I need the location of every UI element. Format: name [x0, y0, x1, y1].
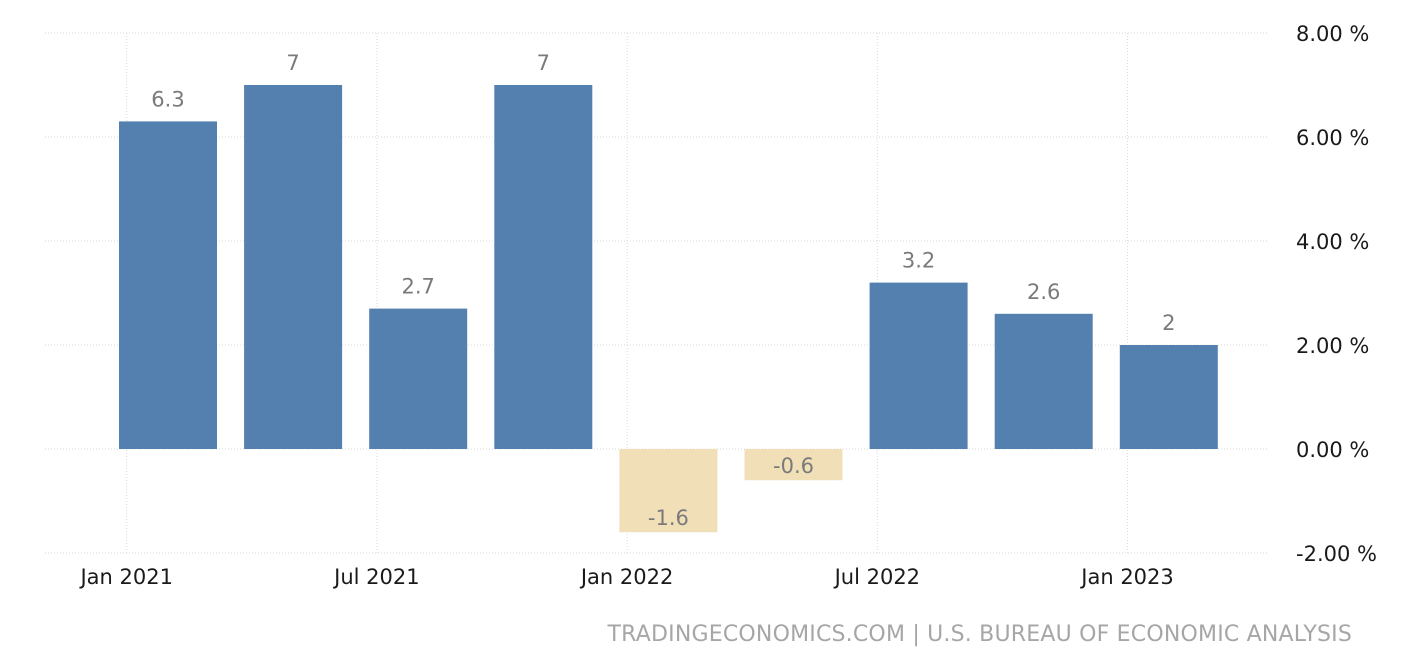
bar [994, 313, 1093, 449]
x-tick-label: Jan 2023 [1079, 565, 1174, 589]
bar [1119, 345, 1218, 449]
bar [494, 85, 593, 449]
bar-value-label: 2.6 [1027, 280, 1060, 304]
x-tick-label: Jul 2021 [332, 565, 419, 589]
y-tick-label: 2.00 % [1296, 334, 1369, 358]
x-tick-label: Jul 2022 [833, 565, 920, 589]
bar-value-label: 6.3 [151, 87, 184, 111]
y-tick-label: 6.00 % [1296, 126, 1369, 150]
bar-value-label: -0.6 [773, 454, 814, 478]
x-tick-label: Jan 2021 [78, 565, 173, 589]
y-tick-label: 8.00 % [1296, 22, 1369, 46]
bar-value-label: 3.2 [902, 249, 935, 273]
y-tick-label: -2.00 % [1296, 542, 1377, 566]
bar [744, 449, 843, 481]
y-tick-label: 4.00 % [1296, 230, 1369, 254]
bar [244, 85, 343, 449]
bar [869, 282, 968, 449]
bar-value-label: 2.7 [401, 275, 434, 299]
bar-value-label: 7 [537, 51, 550, 75]
bar [119, 121, 217, 450]
bar-value-label: -1.6 [648, 506, 689, 530]
bar-value-label: 2 [1162, 311, 1175, 335]
bar [619, 449, 718, 533]
source-attribution: TRADINGECONOMICS.COM | U.S. BUREAU OF EC… [607, 622, 1352, 647]
y-tick-label: 0.00 % [1296, 438, 1369, 462]
bar [369, 308, 468, 449]
bar-value-label: 7 [286, 51, 299, 75]
x-tick-label: Jan 2022 [579, 565, 674, 589]
